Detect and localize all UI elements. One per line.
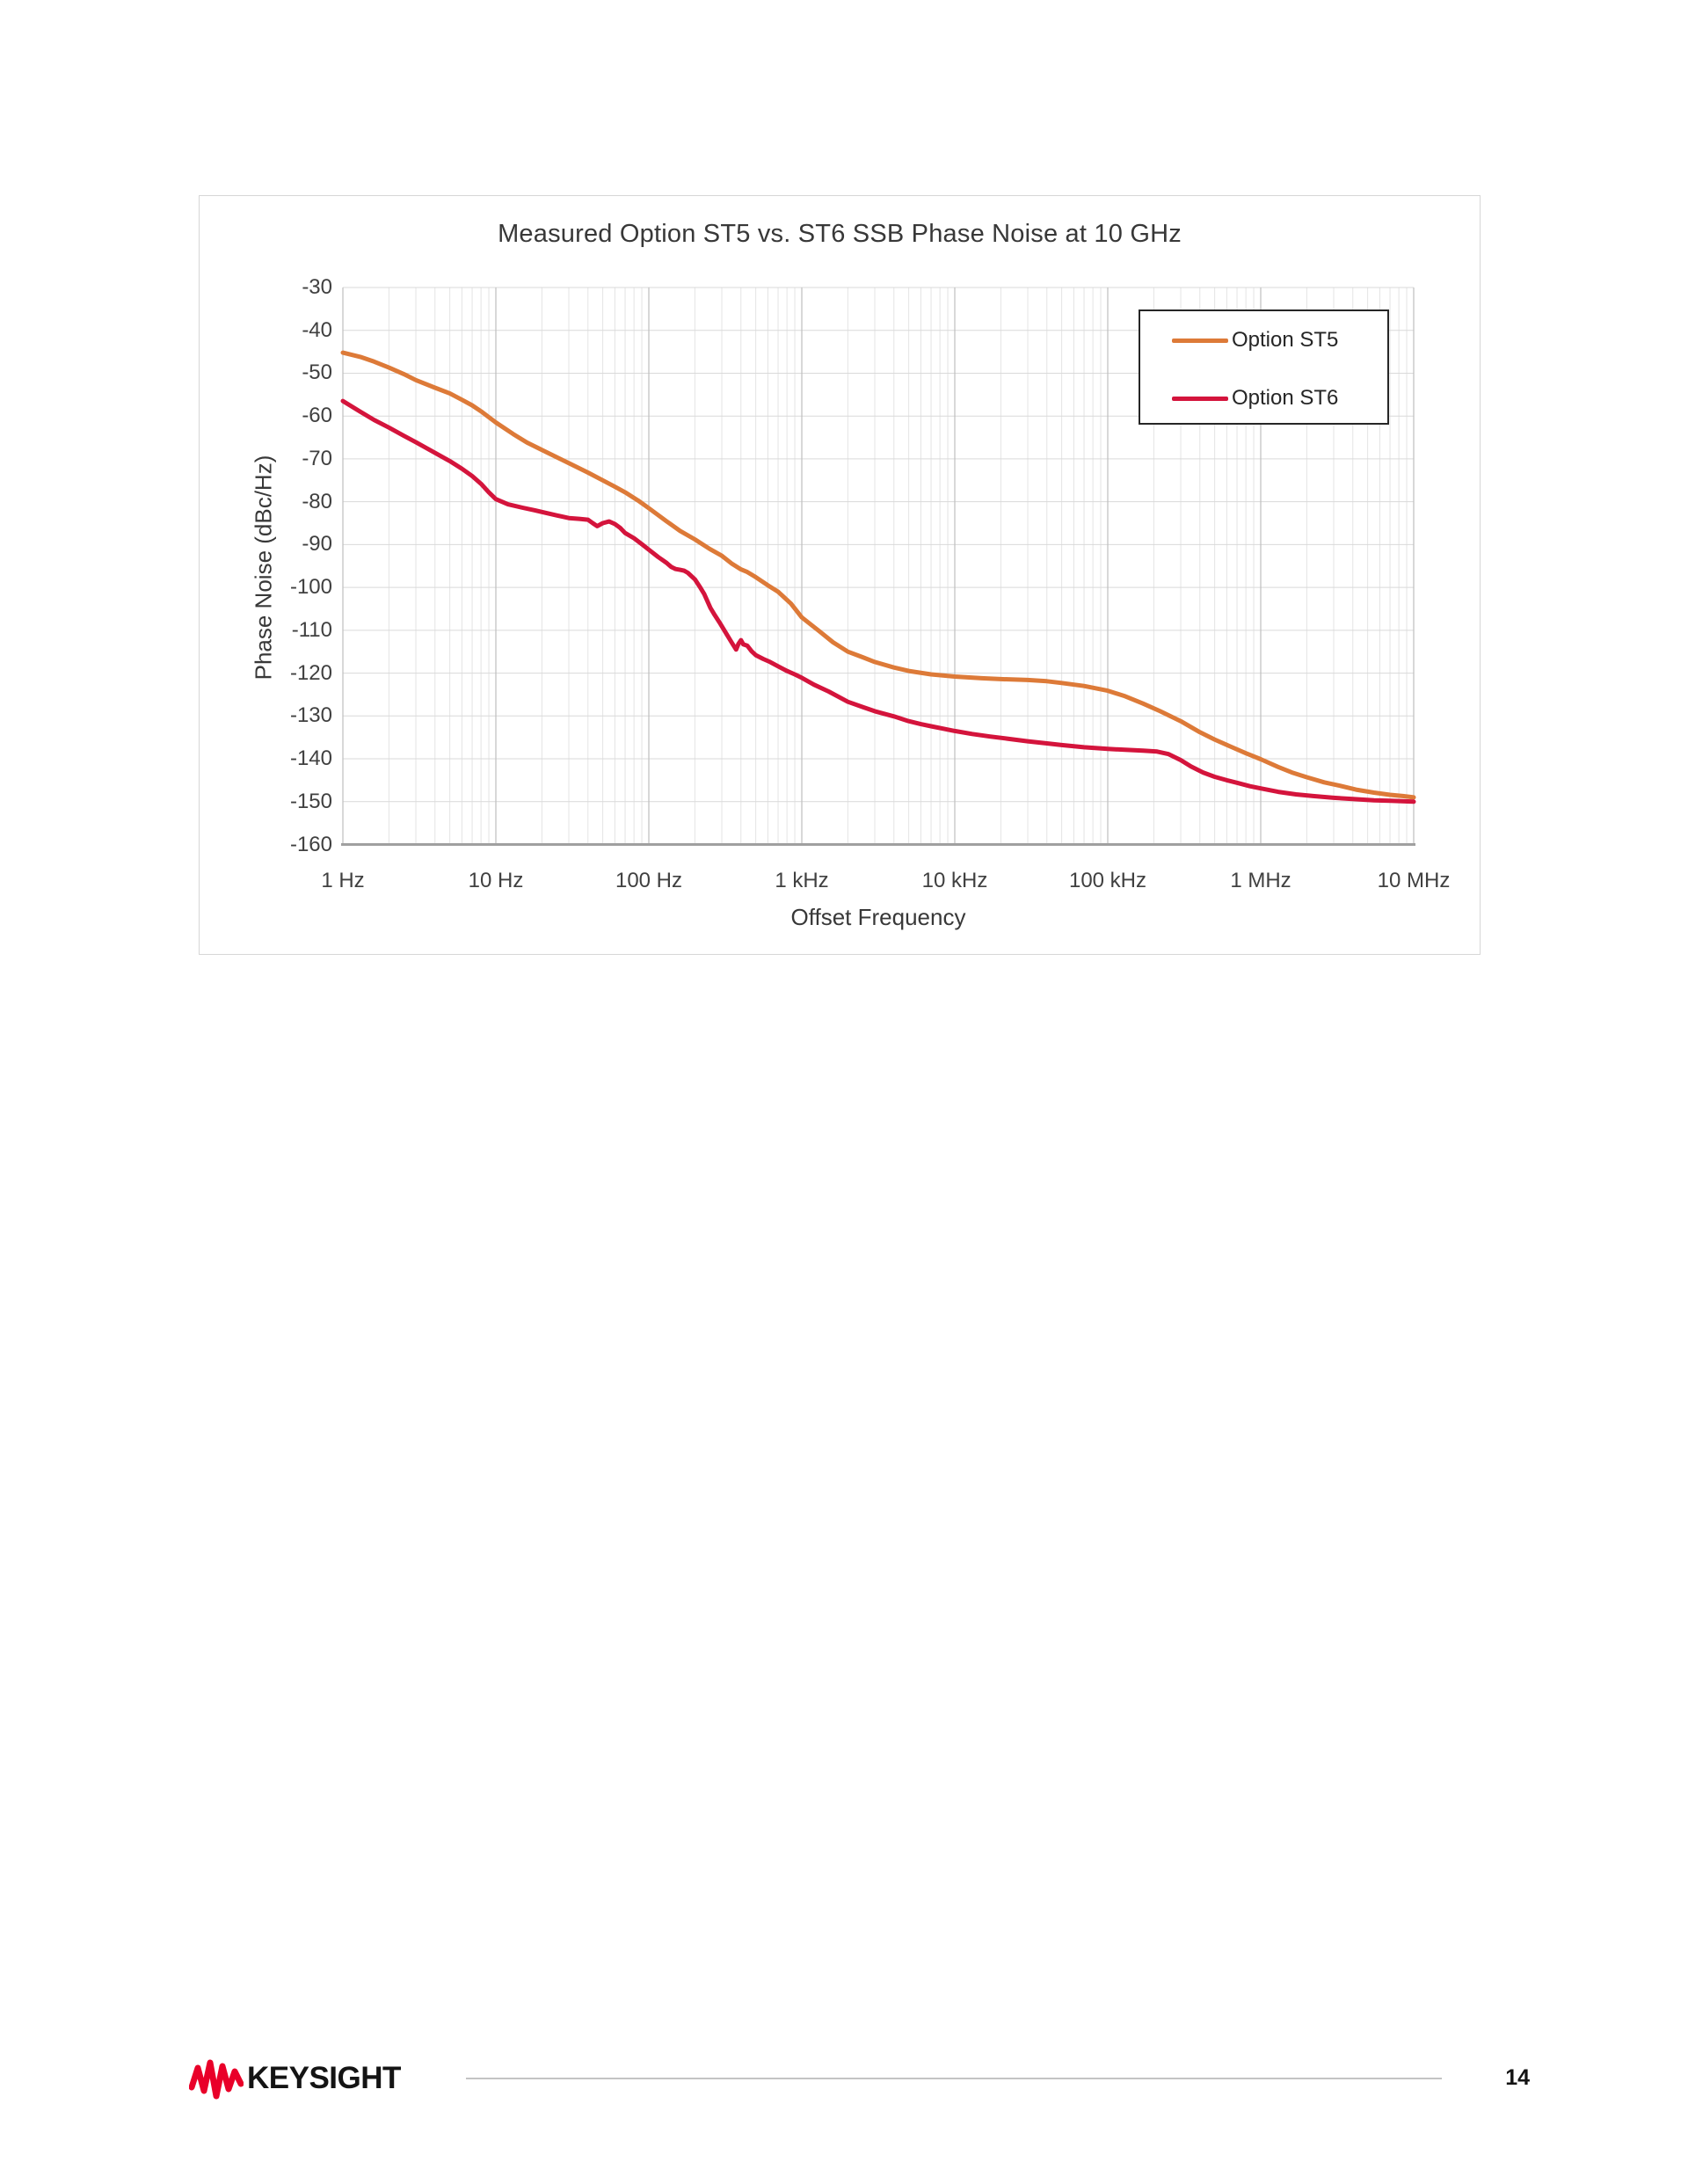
curve-option-st6 — [340, 398, 1416, 804]
plot-area — [340, 287, 1416, 846]
page-footer: KEYSIGHT 14 — [0, 2057, 1688, 2128]
keysight-wordmark: KEYSIGHT — [247, 2061, 401, 2095]
x-axis-title: Offset Frequency — [790, 904, 966, 930]
y-tick-label: -130 — [289, 703, 332, 728]
x-tick-label: 10 kHz — [921, 869, 988, 892]
y-tick-label: -40 — [302, 317, 332, 342]
legend: Option ST5 Option ST6 — [1139, 309, 1389, 425]
legend-item-option-st6: Option ST6 — [1140, 385, 1391, 411]
x-tick-label: 100 Hz — [615, 869, 683, 892]
y-tick-label: -150 — [289, 789, 332, 813]
chart-title: Measured Option ST5 vs. ST6 SSB Phase No… — [498, 220, 1182, 248]
x-tick-label: 1 MHz — [1230, 869, 1291, 892]
y-axis-title: Phase Noise (dBc/Hz) — [250, 455, 277, 681]
y-tick-label: -60 — [302, 404, 332, 428]
y-tick-label: -160 — [289, 832, 332, 856]
y-tick-label: -100 — [289, 575, 332, 600]
y-tick-label: -120 — [289, 660, 332, 685]
page-number: 14 — [1505, 2065, 1530, 2090]
legend-label-option-st5: Option ST5 — [1232, 328, 1339, 352]
y-tick-label: -30 — [302, 275, 332, 299]
curve-option-st5 — [340, 350, 1416, 800]
legend-item-option-st5: Option ST5 — [1140, 327, 1391, 353]
y-tick-label: -70 — [302, 446, 332, 470]
x-tick-label: 1 kHz — [775, 869, 829, 892]
legend-swatch-option-st6 — [1172, 397, 1228, 401]
footer-divider — [466, 2078, 1442, 2079]
y-tick-label: -110 — [291, 617, 332, 642]
x-tick-label: 100 kHz — [1068, 869, 1147, 892]
y-tick-label: -50 — [302, 360, 332, 385]
legend-swatch-option-st5 — [1172, 339, 1228, 343]
x-tick-label: 10 MHz — [1377, 869, 1451, 892]
y-tick-label: -90 — [302, 532, 332, 557]
x-tick-label: 10 Hz — [468, 869, 524, 892]
y-tick-label: -80 — [302, 489, 332, 513]
x-tick-label: 1 Hz — [321, 869, 365, 892]
keysight-spark-icon — [189, 2059, 244, 2100]
y-tick-label: -140 — [289, 746, 332, 771]
legend-label-option-st6: Option ST6 — [1232, 386, 1339, 410]
